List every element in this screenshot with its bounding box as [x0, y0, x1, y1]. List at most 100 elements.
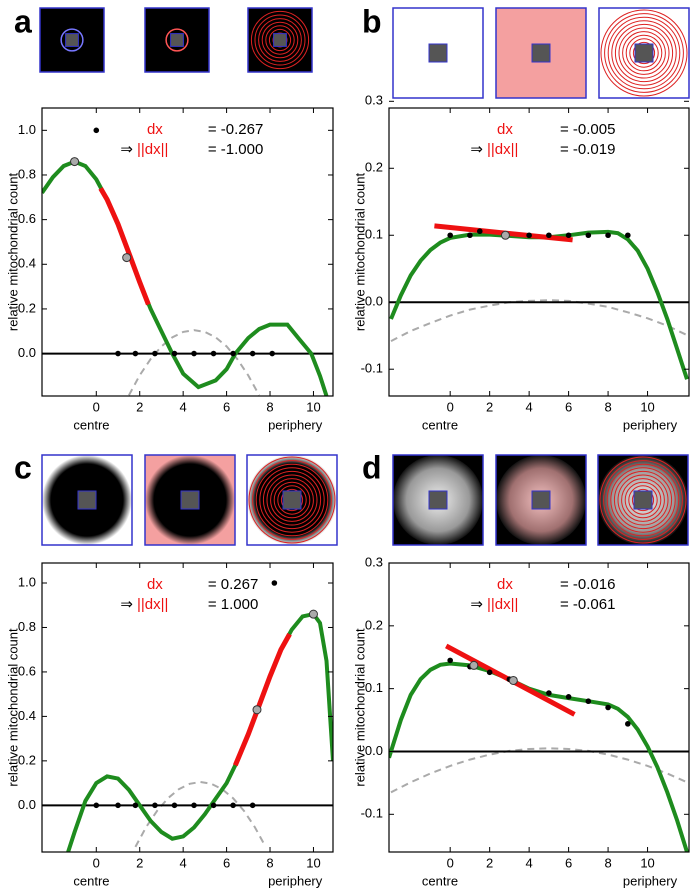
annotation-label: dx — [147, 576, 163, 593]
x-label-left: centre — [73, 417, 109, 432]
thumb-ring — [60, 28, 84, 52]
thumb-ring — [273, 481, 311, 519]
x-tick-label: 2 — [486, 399, 493, 414]
thumb-border — [598, 7, 690, 99]
y-tick-label: 0.8 — [18, 166, 36, 181]
thumb-ring — [258, 18, 302, 62]
thumbnail — [597, 454, 689, 546]
thumb-center — [273, 33, 287, 47]
y-tick-label: 0.0 — [18, 345, 36, 360]
data-point — [230, 802, 236, 809]
data-point — [605, 704, 611, 711]
y-tick-label: 0.6 — [18, 211, 36, 226]
thumbnail — [247, 7, 313, 73]
thumb-ring — [277, 485, 307, 515]
thumb-border — [247, 7, 313, 73]
data-point — [546, 690, 552, 696]
data-point — [249, 802, 256, 809]
data-point — [152, 802, 158, 809]
y-tick-label: 0.0 — [18, 797, 36, 812]
y-tick-label: 0.2 — [365, 160, 383, 175]
data-point — [230, 350, 236, 357]
annotation-value: = -0.005 — [560, 121, 615, 138]
y-tick-label: 0.2 — [18, 752, 36, 767]
data-point — [269, 350, 275, 357]
y-tick-label: 0.3 — [365, 93, 383, 108]
data-point — [191, 802, 197, 809]
highlight-point — [500, 230, 510, 240]
data-point — [210, 802, 217, 809]
thumb-ring — [270, 478, 314, 522]
highlight-point — [252, 705, 262, 715]
thumb-center — [77, 490, 97, 510]
reference-curve — [390, 299, 688, 342]
thumb-center — [282, 490, 302, 510]
y-tick-label: 0.0 — [365, 294, 383, 309]
thumb-ring — [165, 28, 189, 52]
x-tick-label: 2 — [136, 399, 143, 414]
x-tick-label: 4 — [180, 399, 187, 414]
y-tick-label: 0.6 — [18, 663, 36, 678]
highlight-point — [122, 253, 132, 263]
plot-area — [42, 127, 333, 396]
x-tick-label: 4 — [180, 855, 187, 870]
axes-frame — [41, 562, 334, 853]
annotation-label: dx — [497, 121, 513, 138]
thumb-border — [392, 7, 484, 99]
thumb-ring — [614, 23, 674, 83]
thumb-ring — [268, 28, 292, 52]
data-point — [93, 802, 100, 809]
data-point — [93, 127, 100, 134]
x-tick-label: 6 — [565, 399, 572, 414]
thumbnail — [598, 7, 690, 99]
fit-curve — [42, 159, 329, 396]
highlight-point — [469, 660, 479, 670]
x-tick-label: 0 — [447, 399, 454, 414]
thumb-ring — [599, 456, 687, 544]
x-tick-label: 6 — [223, 399, 230, 414]
thumb-ring — [259, 467, 325, 533]
thumb-center — [531, 43, 551, 63]
thumb-ring — [254, 14, 306, 66]
fit-curve — [232, 632, 292, 767]
annotation-value: = 0.267 — [208, 576, 258, 593]
annotation-prefix: ⇒ — [470, 596, 483, 613]
panel-letter: c — [14, 449, 32, 485]
thumbnail — [144, 7, 210, 73]
thumb-ring — [272, 32, 288, 48]
annotation-value: = -0.061 — [560, 596, 615, 613]
y-tick-label: 0.3 — [365, 554, 383, 569]
data-point — [526, 232, 532, 239]
thumb-ring — [622, 31, 666, 75]
data-point — [486, 669, 493, 676]
thumb-ring — [625, 34, 663, 72]
y-axis-label: relative mitochondrial count — [5, 628, 20, 787]
thumb-ring — [631, 488, 655, 512]
panel-letter: a — [14, 3, 32, 39]
y-axis-label: relative mitochondrial count — [352, 172, 367, 331]
x-tick-label: 0 — [93, 399, 100, 414]
annotation-prefix: ⇒ — [470, 141, 483, 158]
y-tick-label: -0.1 — [361, 806, 383, 821]
thumb-center — [65, 33, 79, 47]
thumb-border — [495, 454, 587, 546]
annotation-label: ||dx|| — [487, 141, 518, 158]
thumb-center — [531, 490, 551, 510]
highlight-point — [308, 609, 318, 619]
thumb-ring — [618, 27, 670, 79]
data-point — [447, 657, 453, 664]
y-tick-label: 0.4 — [18, 708, 36, 723]
annotation-value: = -0.016 — [560, 576, 615, 593]
thumb-border — [39, 7, 105, 73]
data-point — [132, 350, 139, 357]
y-axis-label: relative mitochondrial count — [352, 628, 367, 787]
annotation-label: dx — [147, 121, 163, 138]
panel-letter: b — [362, 3, 382, 39]
x-tick-label: 8 — [266, 399, 273, 414]
thumb-border — [144, 7, 210, 73]
annotation-label: dx — [497, 576, 513, 593]
x-tick-label: 4 — [526, 399, 533, 414]
thumb-ring — [628, 485, 658, 515]
data-point — [625, 721, 631, 727]
plot-area — [389, 223, 689, 380]
